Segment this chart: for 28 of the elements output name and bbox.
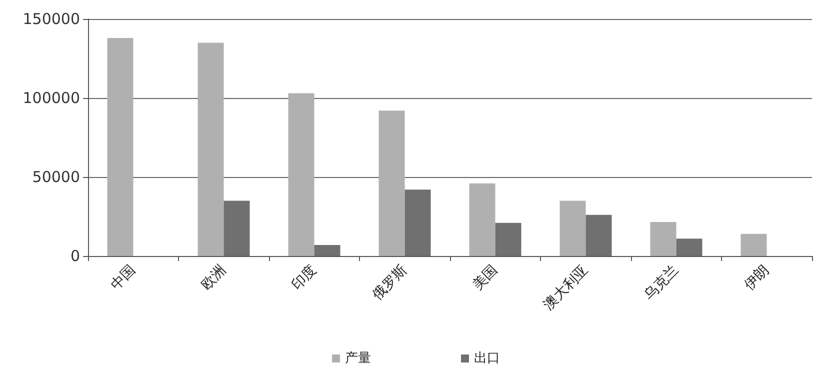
bar — [198, 42, 224, 256]
x-tick-label: 欧洲 — [198, 262, 230, 294]
bar — [676, 238, 702, 256]
x-tick-label: 澳大利亚 — [540, 262, 592, 314]
bar — [314, 244, 340, 256]
bar — [586, 214, 612, 256]
bar — [650, 222, 676, 256]
bar — [404, 190, 431, 256]
x-tick-label: 伊朗 — [741, 262, 772, 294]
bar — [740, 234, 767, 256]
x-tick-label: 中国 — [108, 262, 139, 294]
y-tick-label: 150000 — [22, 10, 80, 28]
bar — [469, 183, 496, 256]
legend-label: 出口 — [474, 351, 500, 366]
bar — [107, 38, 134, 256]
bar — [495, 222, 522, 256]
bar — [224, 200, 250, 256]
x-tick-label: 印度 — [288, 262, 320, 294]
bar — [378, 110, 405, 256]
x-tick-label: 美国 — [470, 262, 501, 294]
y-tick-label: 0 — [70, 247, 80, 265]
x-tick-label: 俄罗斯 — [369, 262, 410, 304]
y-tick-label: 50000 — [32, 168, 80, 186]
bar — [560, 200, 586, 256]
bar — [288, 93, 314, 256]
legend-label: 产量 — [345, 351, 371, 366]
y-tick-label: 100000 — [22, 89, 80, 107]
x-tick-label: 乌克兰 — [640, 262, 682, 304]
